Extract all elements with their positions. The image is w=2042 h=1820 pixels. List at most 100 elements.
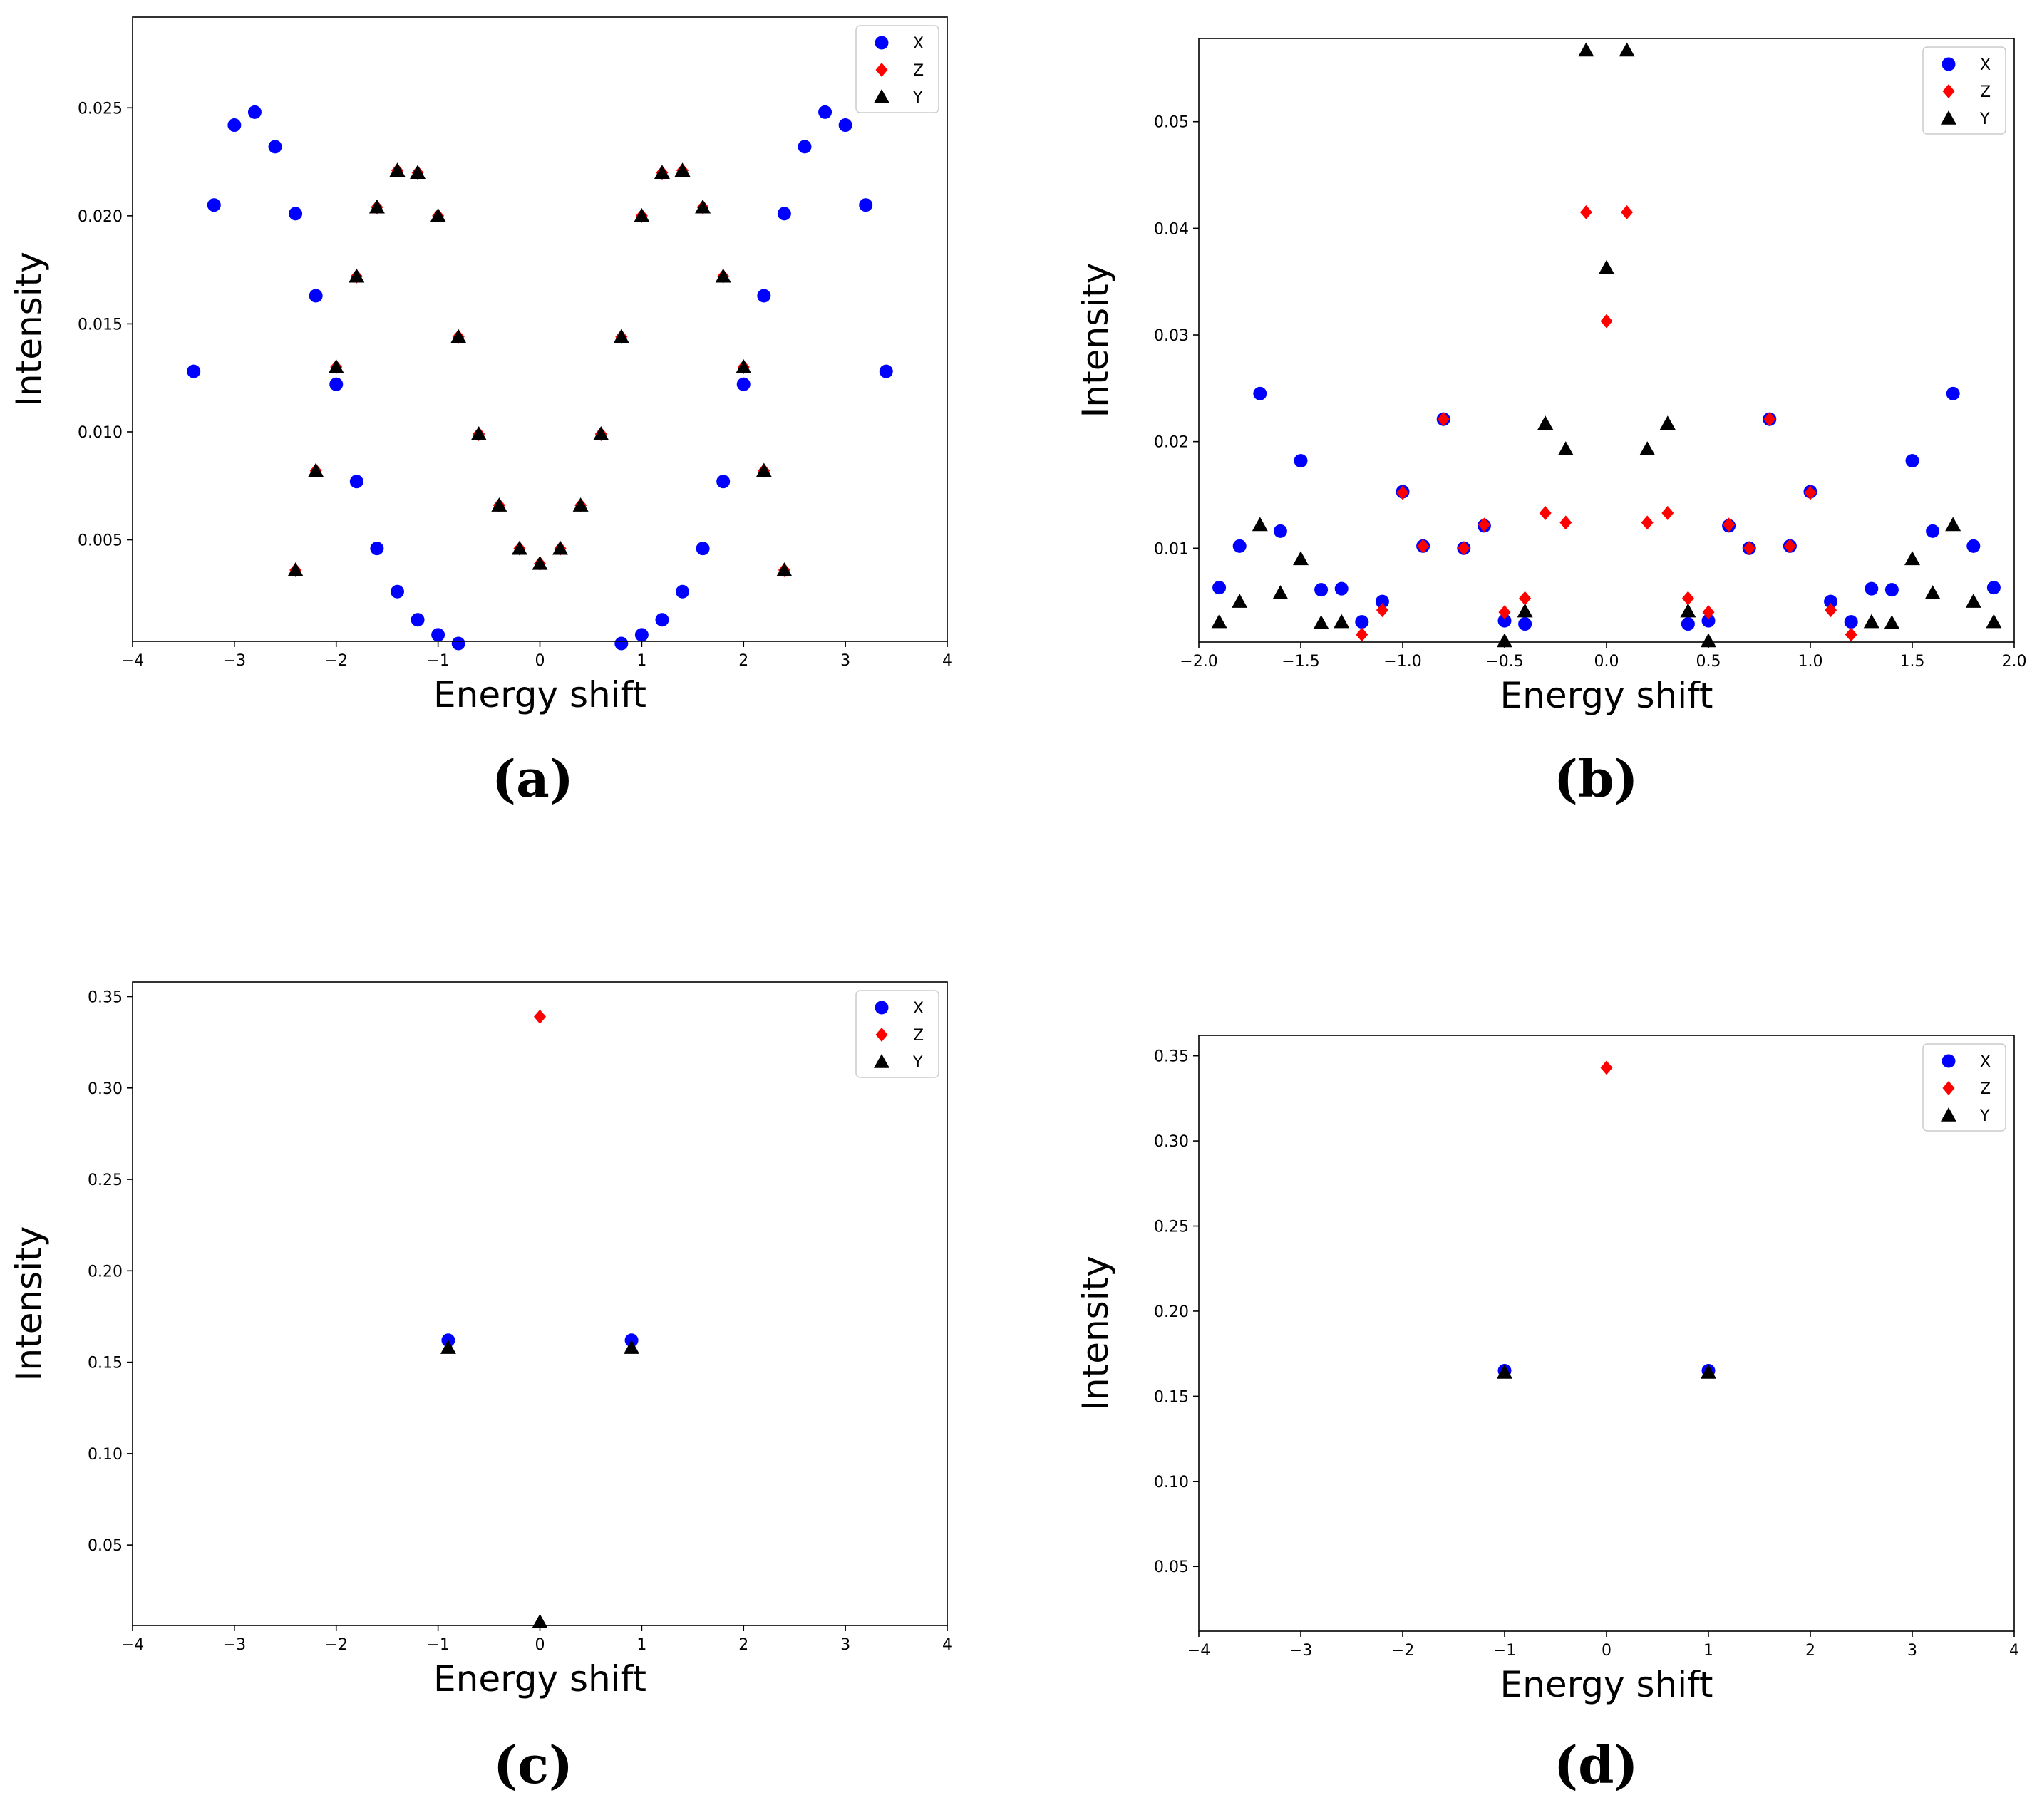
x-tick-label: −1.5	[1282, 653, 1319, 671]
data-point-y	[572, 497, 589, 512]
x-tick-label: −2	[325, 652, 348, 670]
y-tick-label: 0.30	[88, 1080, 123, 1098]
plot-frame	[132, 16, 948, 642]
data-point-z	[1559, 515, 1572, 530]
data-point-y	[695, 199, 711, 214]
data-point-y	[1293, 551, 1309, 566]
y-tick-label: 0.03	[1154, 327, 1189, 345]
data-point-y	[1272, 585, 1289, 599]
x-tick-label: 2.0	[2002, 653, 2027, 671]
data-point-y	[624, 1340, 640, 1354]
legend: XZY	[1922, 1043, 2006, 1132]
data-point-y	[511, 540, 527, 555]
data-point-x	[1701, 614, 1716, 628]
data-point-z	[1825, 603, 1837, 618]
data-point-y	[674, 162, 691, 177]
y-tick-label: 0.25	[1154, 1219, 1189, 1236]
legend-marker-x	[875, 36, 889, 50]
y-tick-label: 0.010	[78, 424, 123, 442]
data-point-y	[389, 162, 406, 177]
data-point-y	[715, 268, 731, 283]
data-point-x	[859, 198, 873, 212]
data-point-z	[1723, 517, 1736, 532]
y-tick-label: 0.005	[78, 532, 123, 550]
data-point-y	[1884, 615, 1900, 629]
data-point-y	[440, 1340, 456, 1354]
data-point-y	[1965, 594, 1981, 608]
chart-panel-d: −4 −3 −2 −1 0 1 2 3 4 0.05 0.10 0.15 0.20 0.25 0.30 0.3…	[1075, 1035, 2019, 1705]
data-point-y	[308, 462, 324, 477]
legend-marker-z	[1942, 84, 1955, 98]
data-point-x	[227, 118, 242, 133]
data-point-x	[676, 584, 690, 599]
chart-panel-b: −2.0 −1.5 −1.0 −0.5 0.0 0.5 1.0 1.5 2.0 0.01 0.02 0…	[1075, 38, 2027, 716]
x-tick-label: 1.0	[1798, 653, 1823, 671]
plot-frame	[1198, 38, 2015, 643]
data-point-y	[532, 555, 548, 570]
data-point-z	[1661, 505, 1674, 520]
x-tick-label: −3	[223, 1636, 246, 1654]
data-point-z	[1702, 605, 1715, 620]
data-point-z	[1600, 1060, 1613, 1075]
data-point-y	[1334, 614, 1350, 629]
x-tick-label: −1	[426, 652, 449, 670]
legend-marker-z	[875, 63, 888, 77]
legend-marker-z	[875, 1028, 888, 1042]
data-point-x	[1294, 454, 1308, 468]
data-point-x	[1865, 581, 1879, 596]
legend-marker-y	[874, 89, 889, 103]
x-tick-label: 1	[1703, 1642, 1713, 1660]
panel-a-caption: (a)	[492, 748, 574, 809]
data-point-z	[1600, 314, 1613, 329]
data-point-y	[1680, 603, 1696, 618]
data-point-y	[328, 359, 344, 373]
panel-b-caption: (b)	[1554, 748, 1639, 809]
data-point-y	[613, 329, 629, 343]
x-tick-label: −3	[223, 652, 246, 670]
legend-label-z: Z	[1980, 1080, 1991, 1098]
data-point-y	[1904, 551, 1920, 566]
data-point-x	[1986, 581, 2001, 595]
data-point-x	[655, 613, 669, 627]
x-tick-label: 0	[1602, 1642, 1612, 1660]
legend-box	[1922, 1043, 2006, 1132]
data-point-y	[450, 329, 467, 343]
data-point-z	[1845, 627, 1857, 642]
x-tick-label: 3	[840, 652, 850, 670]
panel-d-caption: (d)	[1554, 1734, 1639, 1795]
data-point-y	[1639, 441, 1656, 455]
data-point-y	[1599, 259, 1614, 274]
data-point-x	[1518, 617, 1532, 631]
x-tick-label: 4	[942, 652, 952, 670]
data-point-y	[470, 426, 487, 440]
legend-label-z: Z	[913, 1027, 924, 1045]
plot-frame	[1198, 1035, 2015, 1632]
data-point-x	[879, 364, 893, 378]
data-point-y	[532, 1613, 548, 1628]
data-point-x	[1905, 454, 1919, 468]
y-tick-label: 0.20	[1154, 1303, 1189, 1321]
data-point-x	[798, 140, 812, 154]
data-point-x	[1824, 594, 1838, 609]
data-point-y	[1517, 603, 1533, 618]
data-point-z	[1437, 412, 1450, 427]
data-point-x	[1232, 539, 1247, 553]
data-point-y	[776, 562, 793, 576]
legend-box	[1922, 46, 2006, 135]
data-point-y	[1945, 517, 1961, 532]
data-point-x	[370, 542, 384, 556]
data-point-y	[634, 207, 650, 222]
data-point-x	[818, 105, 832, 119]
data-point-y	[1863, 614, 1879, 629]
data-point-z	[1804, 485, 1817, 500]
data-point-z	[534, 1009, 546, 1024]
series-y	[1497, 1364, 1716, 1379]
legend-label-x: X	[1980, 1053, 1991, 1071]
data-point-x	[716, 475, 731, 489]
series-z	[289, 163, 790, 577]
data-point-x	[329, 377, 344, 391]
legend-label-y: Y	[1979, 1107, 1990, 1125]
legend-label-y: Y	[912, 89, 923, 107]
data-point-y	[1232, 594, 1248, 608]
data-point-y	[593, 426, 609, 440]
